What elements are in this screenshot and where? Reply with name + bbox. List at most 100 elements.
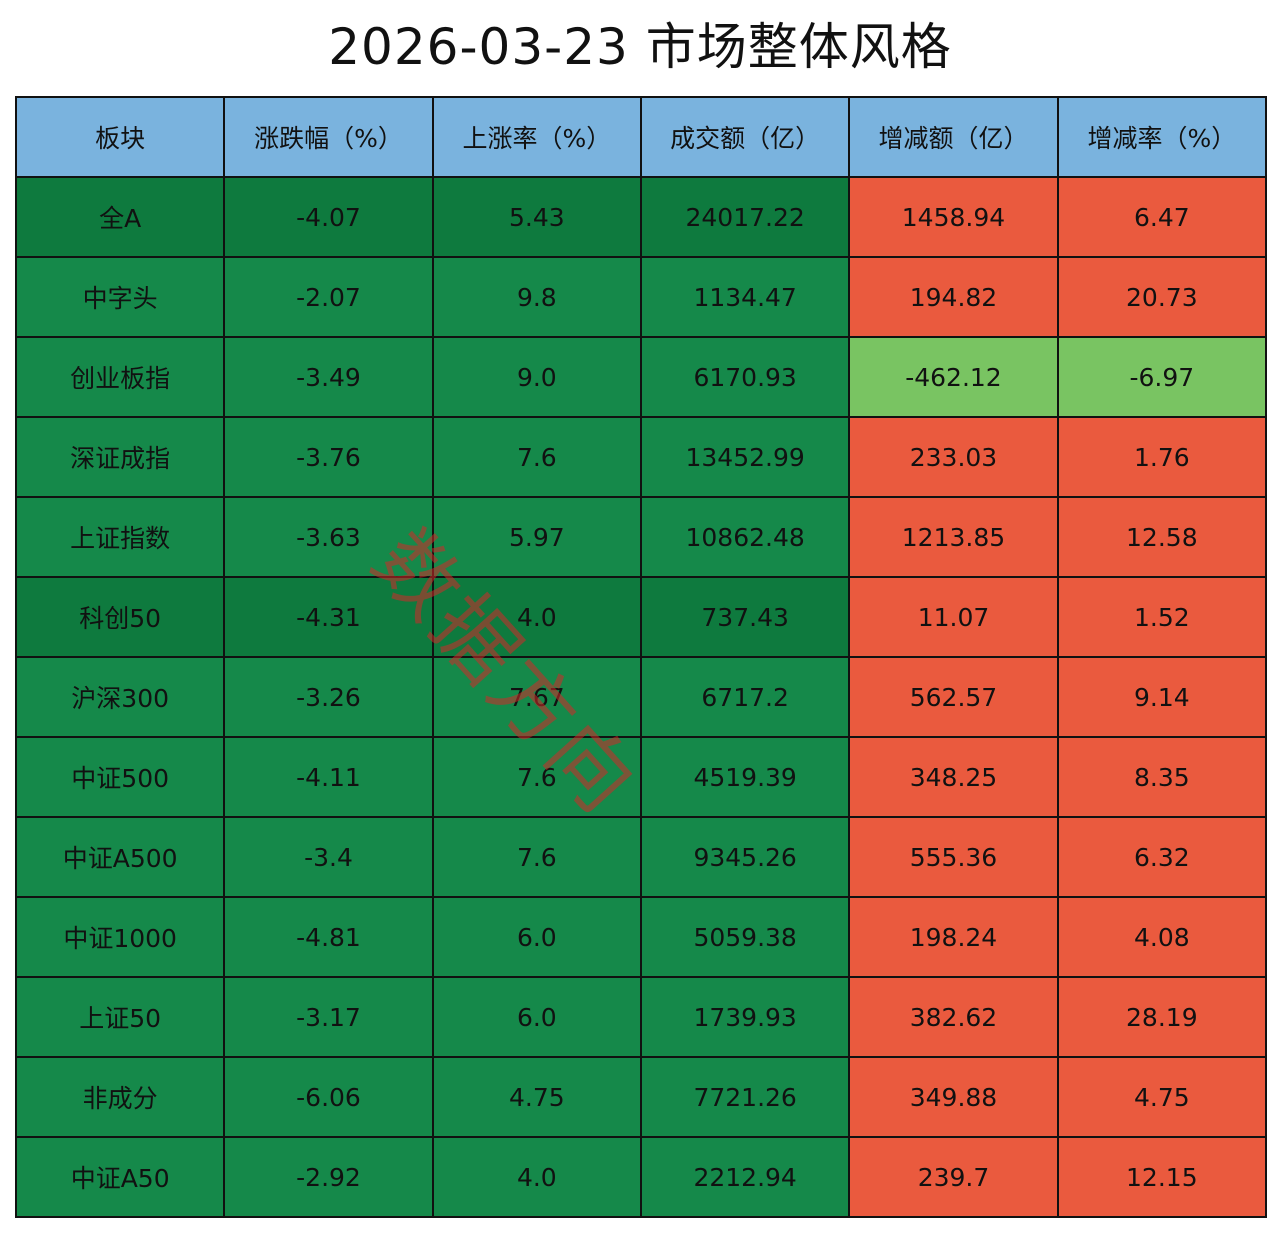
sector-name-cell: 沪深300: [14, 656, 226, 738]
value-cell: 349.88: [848, 1056, 1059, 1138]
value-cell: 5059.38: [639, 896, 851, 978]
column-header: 增减额（亿）: [848, 96, 1059, 178]
value-cell: 198.24: [848, 896, 1059, 978]
value-cell: 6.0: [431, 896, 642, 978]
value-cell: 6.32: [1056, 816, 1268, 898]
value-cell: 6.0: [431, 976, 642, 1058]
value-cell: -6.97: [1056, 336, 1268, 418]
table-row: 中字头 -2.07 9.8 1134.47 194.82 20.73: [14, 256, 1268, 338]
value-cell: -4.11: [223, 736, 434, 818]
sector-name-cell: 中证1000: [14, 896, 226, 978]
value-cell: 4.75: [431, 1056, 642, 1138]
value-cell: 7.6: [431, 736, 642, 818]
value-cell: 4.08: [1056, 896, 1268, 978]
value-cell: 8.35: [1056, 736, 1268, 818]
sector-name-cell: 科创50: [14, 576, 226, 658]
column-header: 成交额（亿）: [639, 96, 851, 178]
value-cell: 555.36: [848, 816, 1059, 898]
value-cell: 6717.2: [639, 656, 851, 738]
value-cell: 11.07: [848, 576, 1059, 658]
table-row: 上证50 -3.17 6.0 1739.93 382.62 28.19: [14, 976, 1268, 1058]
value-cell: 194.82: [848, 256, 1059, 338]
value-cell: 7721.26: [639, 1056, 851, 1138]
table-row: 中证1000 -4.81 6.0 5059.38 198.24 4.08: [14, 896, 1268, 978]
sector-name-cell: 中字头: [14, 256, 226, 338]
table-row: 全A -4.07 5.43 24017.22 1458.94 6.47: [14, 176, 1268, 258]
sector-name-cell: 非成分: [14, 1056, 226, 1138]
value-cell: -3.17: [223, 976, 434, 1058]
value-cell: 9.8: [431, 256, 642, 338]
value-cell: 4.0: [431, 576, 642, 658]
value-cell: 1.76: [1056, 416, 1268, 498]
value-cell: 1.52: [1056, 576, 1268, 658]
value-cell: -2.92: [223, 1136, 434, 1218]
column-header: 增减率（%）: [1056, 96, 1268, 178]
value-cell: -3.26: [223, 656, 434, 738]
value-cell: 7.67: [431, 656, 642, 738]
sector-name-cell: 全A: [14, 176, 226, 258]
value-cell: 233.03: [848, 416, 1059, 498]
value-cell: 348.25: [848, 736, 1059, 818]
value-cell: 1458.94: [848, 176, 1059, 258]
value-cell: 382.62: [848, 976, 1059, 1058]
table-row: 深证成指 -3.76 7.6 13452.99 233.03 1.76: [14, 416, 1268, 498]
sector-name-cell: 中证500: [14, 736, 226, 818]
value-cell: 12.15: [1056, 1136, 1268, 1218]
sector-name-cell: 上证50: [14, 976, 226, 1058]
value-cell: 12.58: [1056, 496, 1268, 578]
value-cell: -4.81: [223, 896, 434, 978]
column-header: 上涨率（%）: [431, 96, 642, 178]
value-cell: 28.19: [1056, 976, 1268, 1058]
table-header-row: 板块 涨跌幅（%） 上涨率（%） 成交额（亿） 增减额（亿） 增减率（%）: [14, 96, 1268, 178]
value-cell: 562.57: [848, 656, 1059, 738]
value-cell: 7.6: [431, 416, 642, 498]
table-row: 创业板指 -3.49 9.0 6170.93 -462.12 -6.97: [14, 336, 1268, 418]
value-cell: -3.63: [223, 496, 434, 578]
value-cell: 5.97: [431, 496, 642, 578]
value-cell: 4519.39: [639, 736, 851, 818]
table-row: 非成分 -6.06 4.75 7721.26 349.88 4.75: [14, 1056, 1268, 1138]
value-cell: -4.31: [223, 576, 434, 658]
value-cell: 4.75: [1056, 1056, 1268, 1138]
value-cell: 5.43: [431, 176, 642, 258]
value-cell: -3.76: [223, 416, 434, 498]
value-cell: 239.7: [848, 1136, 1059, 1218]
value-cell: 7.6: [431, 816, 642, 898]
sector-name-cell: 深证成指: [14, 416, 226, 498]
value-cell: 2212.94: [639, 1136, 851, 1218]
value-cell: -3.49: [223, 336, 434, 418]
value-cell: 9.14: [1056, 656, 1268, 738]
table-row: 科创50 -4.31 4.0 737.43 11.07 1.52: [14, 576, 1268, 658]
column-header: 涨跌幅（%）: [223, 96, 434, 178]
value-cell: 10862.48: [639, 496, 851, 578]
sector-name-cell: 创业板指: [14, 336, 226, 418]
sector-name-cell: 中证A500: [14, 816, 226, 898]
value-cell: 1213.85: [848, 496, 1059, 578]
value-cell: 9345.26: [639, 816, 851, 898]
page-title: 2026-03-23 市场整体风格: [328, 18, 952, 76]
value-cell: 13452.99: [639, 416, 851, 498]
sector-name-cell: 上证指数: [14, 496, 226, 578]
value-cell: 4.0: [431, 1136, 642, 1218]
value-cell: 1739.93: [639, 976, 851, 1058]
value-cell: 6170.93: [639, 336, 851, 418]
sector-name-cell: 中证A50: [14, 1136, 226, 1218]
market-style-table: 板块 涨跌幅（%） 上涨率（%） 成交额（亿） 增减额（亿） 增减率（%） 全A…: [14, 96, 1268, 1218]
table-body: 全A -4.07 5.43 24017.22 1458.94 6.47 中字头 -2.07 9.…: [14, 176, 1268, 1218]
table-row: 沪深300 -3.26 7.67 6717.2 562.57 9.14: [14, 656, 1268, 738]
value-cell: 1134.47: [639, 256, 851, 338]
value-cell: 20.73: [1056, 256, 1268, 338]
value-cell: 9.0: [431, 336, 642, 418]
value-cell: 737.43: [639, 576, 851, 658]
value-cell: -4.07: [223, 176, 434, 258]
value-cell: -6.06: [223, 1056, 434, 1138]
value-cell: -462.12: [848, 336, 1059, 418]
table-row: 中证A50 -2.92 4.0 2212.94 239.7 12.15: [14, 1136, 1268, 1218]
column-header: 板块: [14, 96, 226, 178]
value-cell: -3.4: [223, 816, 434, 898]
value-cell: 6.47: [1056, 176, 1268, 258]
table-row: 上证指数 -3.63 5.97 10862.48 1213.85 12.58: [14, 496, 1268, 578]
value-cell: 24017.22: [639, 176, 851, 258]
table-row: 中证A500 -3.4 7.6 9345.26 555.36 6.32: [14, 816, 1268, 898]
value-cell: -2.07: [223, 256, 434, 338]
